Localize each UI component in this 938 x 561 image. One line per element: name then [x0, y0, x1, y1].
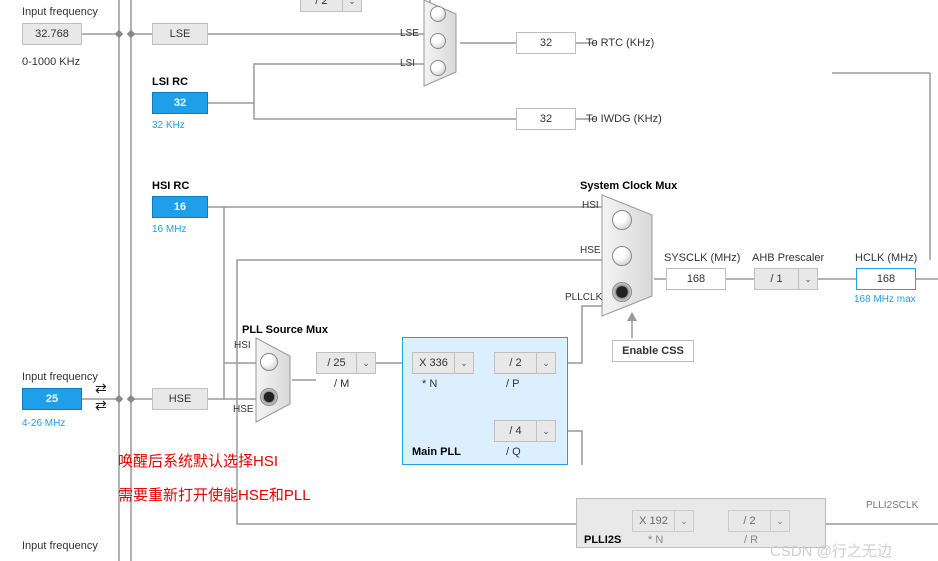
label-input-freq-1: Input frequency: [22, 6, 98, 18]
value-hse-input[interactable]: 25: [22, 388, 82, 410]
sysclk-value: 168: [666, 268, 726, 290]
hdr-lsi-rc: LSI RC: [152, 76, 188, 88]
lse-block: LSE: [152, 23, 208, 45]
lbl-mul-n2: * N: [648, 534, 663, 546]
hse-block: HSE: [152, 388, 208, 410]
value-lse-input[interactable]: 32.768: [22, 23, 82, 45]
mux-rtc-opt-3[interactable]: [430, 60, 446, 76]
lbl-ahb: AHB Prescaler: [752, 252, 824, 264]
sys-src-hse[interactable]: [612, 246, 632, 266]
pll-q-dropdown[interactable]: / 4⌄: [494, 420, 556, 442]
lbl-lse-s: LSE: [400, 28, 419, 39]
plli2s-n-dropdown[interactable]: X 192⌄: [632, 510, 694, 532]
lbl-div-m: / M: [334, 378, 349, 390]
pll-src-hsi[interactable]: [260, 353, 278, 371]
pll-n-dropdown[interactable]: X 336⌄: [412, 352, 474, 374]
lbl-to-rtc: To RTC (KHz): [586, 37, 654, 49]
hdr-sys-mux: System Clock Mux: [580, 180, 677, 192]
lsi-sub: 32 KHz: [152, 120, 185, 131]
mux-rtc-opt-1[interactable]: [430, 6, 446, 22]
pll-p-dropdown[interactable]: / 2⌄: [494, 352, 556, 374]
hdr-hsi-rc: HSI RC: [152, 180, 189, 192]
hclk-value[interactable]: 168: [856, 268, 916, 290]
enable-css-button[interactable]: Enable CSS: [612, 340, 694, 362]
hsi-value: 16: [152, 196, 208, 218]
watermark: CSDN @行之无边: [770, 540, 892, 561]
lbl-plli2sclk: PLLI2SCLK: [866, 500, 918, 511]
lbl-div-p: / P: [506, 378, 519, 390]
arrow-pair-icon: ⇄⇄: [95, 380, 107, 414]
mux-rtc-opt-2[interactable]: [430, 33, 446, 49]
sys-src-hsi[interactable]: [612, 210, 632, 230]
hdr-plli2s: PLLI2S: [584, 534, 621, 546]
sys-hse-lbl: HSE: [580, 245, 601, 256]
annotation-red-2: 需要重新打开使能HSE和PLL: [118, 484, 311, 505]
sys-hsi-lbl: HSI: [582, 200, 599, 211]
label-range-a: 0-1000 KHz: [22, 56, 80, 68]
iwdg-value[interactable]: 32: [516, 108, 576, 130]
top-divider-dropdown[interactable]: / 2⌄: [300, 0, 362, 12]
label-input-freq-3: Input frequency: [22, 540, 98, 552]
lbl-hclk: HCLK (MHz): [855, 252, 917, 264]
lbl-div-r: / R: [744, 534, 758, 546]
label-range-b: 4-26 MHz: [22, 418, 65, 429]
ahb-dropdown[interactable]: / 1⌄: [754, 268, 818, 290]
hdr-main-pll: Main PLL: [412, 446, 461, 458]
sys-src-pllclk[interactable]: [612, 282, 632, 302]
label-input-freq-2: Input frequency: [22, 371, 98, 383]
pll-hsi-lbl: HSI: [234, 340, 251, 351]
lbl-hclk-max: 168 MHz max: [854, 294, 916, 305]
annotation-red-1: 唤醒后系统默认选择HSI: [118, 450, 278, 471]
sys-pllclk-lbl: PLLCLK: [565, 292, 602, 303]
lbl-mul-n: * N: [422, 378, 437, 390]
hsi-sub: 16 MHz: [152, 224, 186, 235]
clock-diagram-canvas: Input frequency 32.768 0-1000 KHz LSE / …: [0, 0, 938, 561]
lsi-value: 32: [152, 92, 208, 114]
pll-m-dropdown[interactable]: / 25⌄: [316, 352, 376, 374]
lbl-lsi-s: LSI: [400, 58, 415, 69]
hdr-pll-src: PLL Source Mux: [242, 324, 328, 336]
plli2s-r-dropdown[interactable]: / 2⌄: [728, 510, 790, 532]
pll-src-hse[interactable]: [260, 388, 278, 406]
rtc-value[interactable]: 32: [516, 32, 576, 54]
lbl-sysclk: SYSCLK (MHz): [664, 252, 740, 264]
pll-hse-lbl: HSE: [233, 404, 254, 415]
lbl-to-iwdg: To IWDG (KHz): [586, 113, 662, 125]
lbl-div-q: / Q: [506, 446, 521, 458]
